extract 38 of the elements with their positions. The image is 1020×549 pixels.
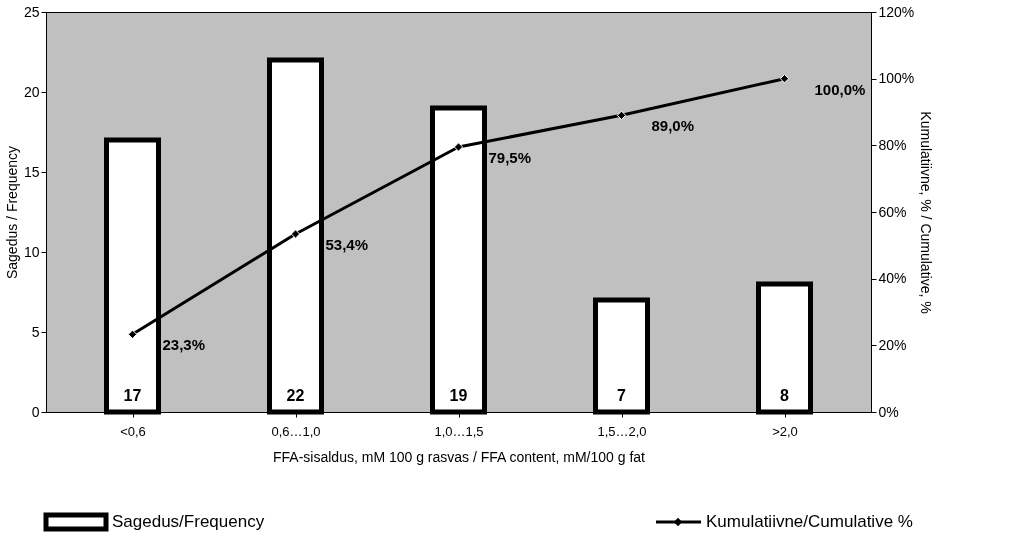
- data-label: 17: [123, 387, 142, 404]
- x-tick-label: 0,6…1,0: [271, 423, 321, 439]
- y2-tick-label: 100%: [878, 70, 915, 87]
- data-label: 19: [449, 387, 468, 404]
- data-label: 8: [780, 387, 790, 404]
- y2-tick-label: 0%: [878, 403, 899, 420]
- point: [779, 73, 790, 84]
- y2-axis-title: Kumulatiivne, % / Cumulative, %: [918, 111, 935, 314]
- data-label: 89,0%: [651, 117, 695, 135]
- point: [616, 110, 627, 121]
- y2-tick-label: 80%: [878, 136, 907, 153]
- x-axis-title: FFA-sisaldus, mM 100 g rasvas / FFA content, mM/100 g fat: [273, 448, 646, 465]
- y2-tick-label: 40%: [878, 270, 907, 287]
- x-tick-label: 1,0…1,5: [434, 423, 484, 439]
- y-tick-label: 10: [23, 243, 40, 260]
- point: [127, 329, 138, 340]
- y-tick-label: 0: [31, 403, 40, 420]
- legend-label: Kumulatiivne/Cumulative %: [706, 512, 913, 531]
- y2-tick-label: 120%: [878, 3, 915, 20]
- x-tick-label: 1,5…2,0: [597, 423, 647, 439]
- legend-label: Sagedus/Frequency: [112, 512, 265, 531]
- data-label: 7: [617, 387, 627, 404]
- point: [290, 229, 301, 239]
- y2-tick-label: 20%: [878, 336, 907, 353]
- x-tick-label: >2,0: [772, 423, 798, 439]
- data-label: 100,0%: [814, 80, 866, 98]
- y-tick-label: 5: [31, 323, 40, 340]
- data-label: 53,4%: [325, 236, 369, 253]
- x-tick-label: <0,6: [120, 423, 146, 439]
- y-tick-label: 25: [23, 3, 40, 20]
- data-label: 22: [286, 387, 305, 404]
- y-tick-label: 20: [23, 83, 40, 100]
- y-axis-title: Sagedus / Frequency: [3, 145, 20, 280]
- y2-tick-label: 60%: [878, 203, 907, 220]
- y-tick-label: 15: [23, 163, 40, 180]
- data-label: 23,3%: [162, 336, 206, 354]
- point: [453, 142, 464, 152]
- data-label: 79,5%: [488, 149, 532, 166]
